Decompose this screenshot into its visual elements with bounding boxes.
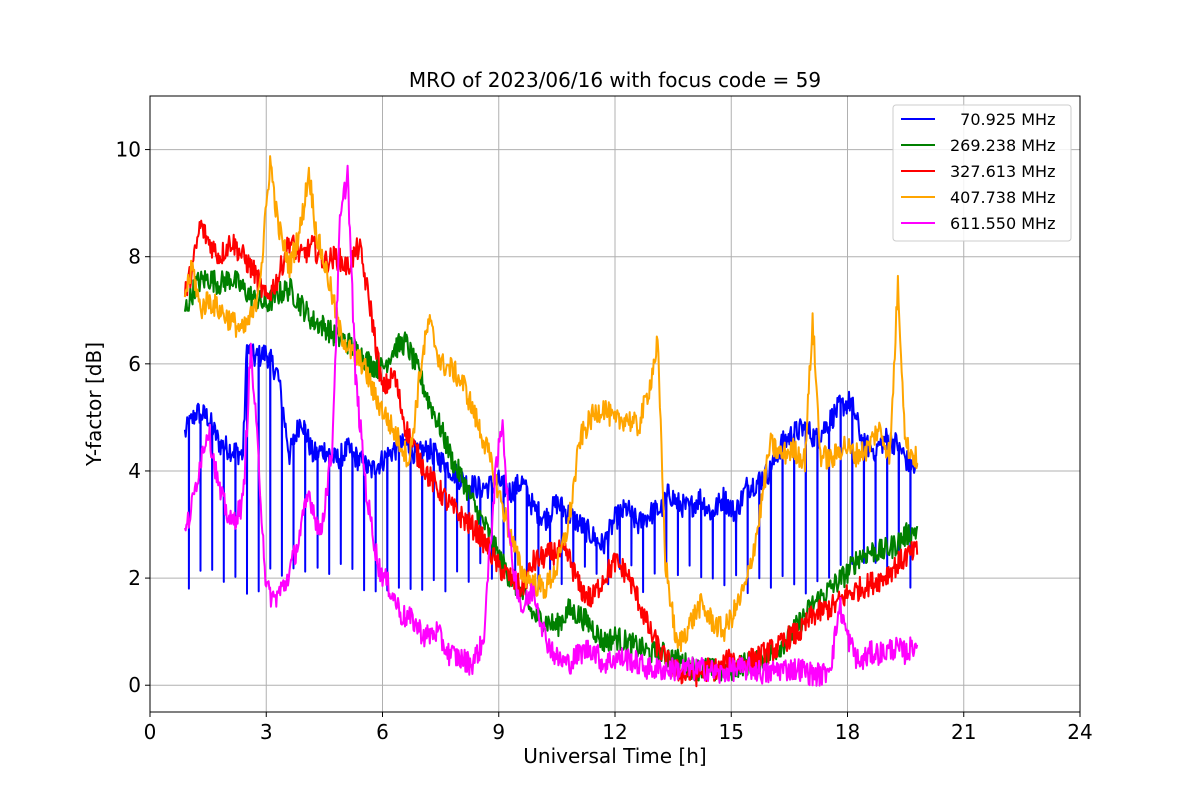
legend-label: 269.238 MHz: [950, 136, 1055, 155]
y-tick-label: 2: [128, 566, 141, 590]
series-line-4: [183, 155, 919, 653]
x-tick-label: 15: [719, 720, 744, 744]
y-tick-label: 6: [128, 352, 141, 376]
x-tick-label: 3: [260, 720, 273, 744]
y-tick-label: 10: [116, 138, 141, 162]
x-tick-label: 18: [835, 720, 860, 744]
y-tick-label: 8: [128, 245, 141, 269]
legend: 70.925 MHz 269.238 MHz 327.613 MHz 407.738 …: [892, 104, 1072, 242]
series-line-5: [183, 164, 919, 687]
legend-label: 327.613 MHz: [950, 162, 1055, 181]
x-tick-label: 9: [492, 720, 505, 744]
x-axis-label: Universal Time [h]: [523, 744, 706, 768]
y-tick-label: 0: [128, 673, 141, 697]
y-axis-label: Y-factor [dB]: [82, 342, 106, 467]
x-tick-label: 6: [376, 720, 389, 744]
series-line-3: [183, 219, 919, 688]
series-lines: [183, 155, 919, 688]
x-tick-label: 0: [144, 720, 157, 744]
legend-box: [892, 104, 1072, 242]
y-tick-label: 4: [128, 459, 141, 483]
legend-label: 70.925 MHz: [950, 110, 1055, 129]
x-tick-label: 24: [1067, 720, 1092, 744]
x-tick-label: 12: [602, 720, 627, 744]
series-line-1: [183, 343, 919, 595]
legend-label: 407.738 MHz: [950, 188, 1055, 207]
chart-title: MRO of 2023/06/16 with focus code = 59: [409, 68, 821, 92]
x-tick-label: 21: [951, 720, 976, 744]
legend-label: 611.550 MHz: [950, 214, 1055, 233]
